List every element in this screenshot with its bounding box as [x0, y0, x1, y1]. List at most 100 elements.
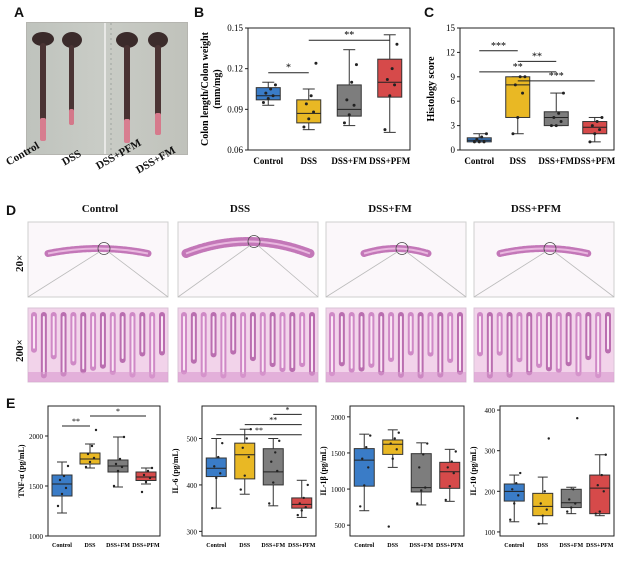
crypt-lumen	[52, 316, 55, 356]
data-point	[342, 121, 346, 125]
y-tick-label: 300	[187, 528, 198, 536]
plot-frame	[499, 405, 615, 537]
data-point	[350, 80, 354, 84]
box-dss-fm	[410, 453, 432, 493]
y-tick-label: 500	[187, 436, 198, 444]
panel-label-e: E	[6, 395, 16, 411]
crypt-lumen	[380, 316, 383, 372]
data-point	[604, 453, 607, 456]
tissue-20x-frame	[177, 221, 319, 298]
box-dss	[234, 442, 256, 480]
data-point	[420, 489, 423, 492]
zoom-circle	[543, 242, 557, 255]
data-point	[552, 115, 556, 119]
data-point	[559, 120, 563, 124]
data-point	[367, 466, 370, 469]
plot-frame	[349, 405, 465, 537]
tissue-20x-frame	[325, 221, 467, 298]
zoom-circle	[247, 235, 261, 248]
data-point	[426, 442, 429, 445]
tissue-200x-frame	[177, 307, 319, 383]
crypt-lumen	[251, 316, 254, 358]
x-tick-label: DSS+FM	[261, 543, 285, 549]
column-title-dss-fm: DSS+FM	[368, 203, 412, 215]
box-control	[353, 448, 375, 487]
tissue-200x-image	[177, 307, 319, 383]
data-point	[90, 444, 94, 448]
y-axis-label: IL-10 (pg/mL)	[469, 446, 478, 495]
crypt-lumen	[488, 316, 491, 375]
crypt-lumen	[281, 316, 284, 369]
data-point	[140, 490, 144, 494]
submucosa	[28, 372, 168, 382]
panel-label-d: D	[6, 202, 17, 218]
plot-frame	[201, 405, 317, 537]
x-tick-label: DSS+PFM	[369, 156, 411, 166]
data-point	[545, 508, 548, 511]
y-tick-label: 300	[485, 448, 496, 456]
x-tick-label: DSS	[509, 156, 526, 166]
crypt-lumen	[192, 316, 195, 360]
box-dss	[296, 99, 322, 124]
y-tick-label: 3	[451, 121, 456, 131]
crypt-lumen	[101, 316, 104, 365]
data-point	[245, 437, 248, 440]
x-tick-label: DSS+FM	[559, 543, 583, 549]
x-tick-label: DSS+PFM	[132, 543, 160, 549]
crypt-lumen	[301, 316, 304, 364]
data-point	[523, 75, 527, 79]
data-point	[345, 98, 349, 102]
data-point	[570, 506, 573, 509]
data-point	[519, 471, 522, 475]
box-dss	[532, 492, 554, 517]
crypt-lumen	[82, 316, 85, 370]
x-tick-label: DSS	[84, 543, 96, 549]
crypt-lumen	[518, 316, 521, 359]
data-point	[347, 113, 351, 117]
data-point	[300, 509, 303, 512]
data-point	[144, 480, 148, 484]
data-point	[120, 465, 124, 469]
crypt-lumen	[161, 316, 163, 352]
crypt-lumen	[111, 316, 114, 371]
data-point	[598, 128, 602, 132]
box-dss-pfm	[291, 497, 313, 509]
data-point	[475, 137, 479, 141]
data-point	[446, 466, 449, 469]
panel-label-a: A	[14, 4, 25, 20]
data-point	[354, 63, 358, 67]
x-tick-label: DSS	[537, 543, 549, 549]
significance-label: **	[532, 51, 542, 62]
y-axis-label: IL-1β (pg/mL)	[319, 446, 328, 496]
data-point	[58, 478, 62, 482]
data-point	[537, 522, 540, 526]
crypt-lumen	[439, 316, 442, 374]
colon-photo	[26, 22, 188, 155]
y-axis-label: Colon length/Colon weight(mm/mg)	[200, 31, 223, 146]
tissue-200x-frame	[473, 307, 615, 383]
y-tick-label: 1000	[29, 533, 44, 541]
data-point	[557, 111, 561, 115]
data-point	[424, 486, 427, 489]
y-tick-label: 100	[485, 529, 496, 537]
crypt-lumen	[557, 316, 560, 369]
data-point	[450, 460, 453, 463]
data-point	[84, 465, 88, 469]
data-point	[213, 465, 216, 468]
significance-label: *	[286, 63, 291, 74]
chart-il6: 300 400 500 IL-6 (pg/mL) Control DSS DSS+FM DSS…	[171, 405, 317, 549]
zoom-line	[553, 251, 615, 298]
crypt-lumen	[419, 316, 422, 375]
data-point	[112, 484, 116, 488]
data-point	[88, 460, 92, 464]
crypt-lumen	[92, 316, 95, 367]
data-point	[418, 466, 421, 469]
y-tick-label: 2000	[331, 414, 346, 422]
data-point	[215, 476, 218, 480]
data-point	[92, 456, 96, 460]
data-point	[264, 91, 268, 95]
data-point	[62, 474, 66, 478]
significance-label: ***	[491, 41, 506, 52]
column-title-control: Control	[81, 203, 119, 215]
